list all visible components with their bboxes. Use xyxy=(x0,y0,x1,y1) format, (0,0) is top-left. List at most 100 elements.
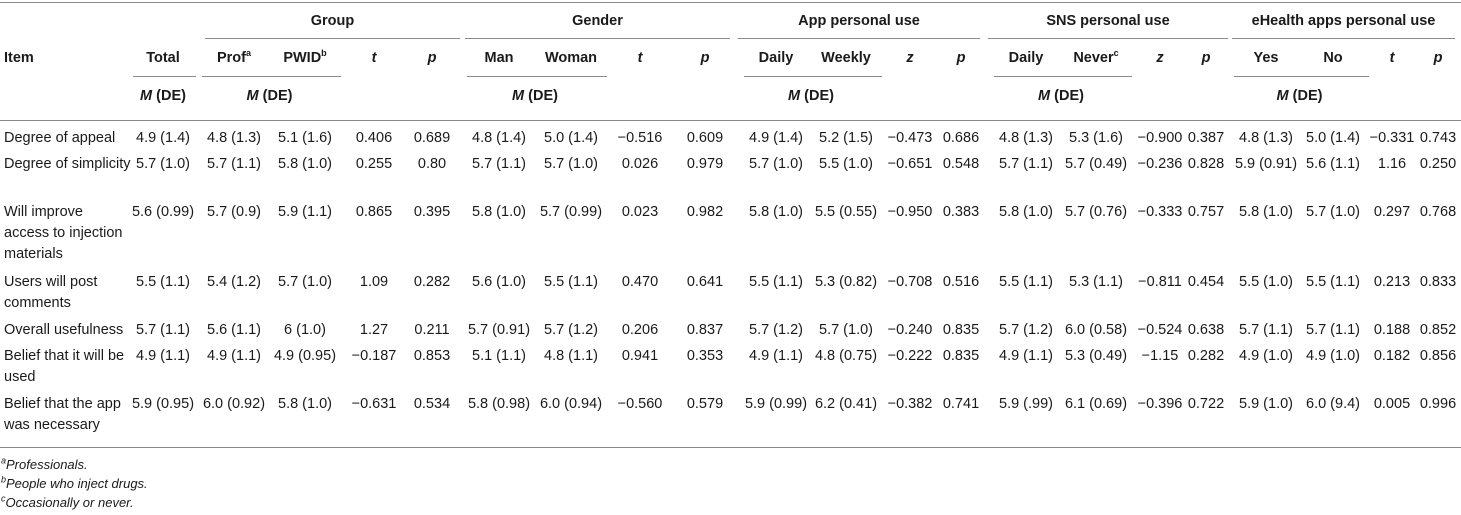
subcol-header-2-1: Weekly xyxy=(821,50,871,66)
mean-symbol: M xyxy=(1276,88,1289,104)
table-cell: −0.560 xyxy=(617,396,663,412)
footnote-text: Occasionally or never. xyxy=(5,495,134,510)
table-cell: 4.9 (1.0) xyxy=(1306,348,1360,364)
table-cell: 1.09 xyxy=(359,274,389,290)
total-underline xyxy=(133,76,196,77)
table-cell: 5.4 (1.2) xyxy=(207,274,261,290)
table-cell: −0.651 xyxy=(887,156,933,172)
table-cell: 0.853 xyxy=(413,348,451,364)
stat-header-1-1: t xyxy=(637,50,643,66)
subcol-header-1-1: Woman xyxy=(544,50,598,66)
table-cell: 0.406 xyxy=(355,130,393,146)
table-cell: −0.236 xyxy=(1137,156,1183,172)
table-cell: 5.7 (1.1) xyxy=(472,156,526,172)
table-cell: 5.7 (0.49) xyxy=(1064,156,1128,172)
md-header-0: M (DE) xyxy=(225,88,315,105)
footnote-text: People who inject drugs. xyxy=(6,476,148,491)
subcol-header-3-1: Neverc xyxy=(1073,48,1119,66)
table-cell: 5.0 (1.4) xyxy=(1306,130,1360,146)
table-cell: 0.395 xyxy=(413,204,451,220)
stat-header-4-1: t xyxy=(1389,50,1395,66)
table-cell: 4.8 (1.1) xyxy=(544,348,598,364)
table-cell: 5.7 (1.0) xyxy=(278,274,332,290)
table-cell: −0.524 xyxy=(1137,322,1183,338)
table-cell: −0.811 xyxy=(1138,274,1182,290)
table-cell: −0.900 xyxy=(1137,130,1183,146)
row-item-label: Users will post comments xyxy=(4,274,98,311)
subcol-header-0-0: Profa xyxy=(216,48,251,66)
table-cell: 6 (1.0) xyxy=(284,322,326,338)
table-cell: 0.470 xyxy=(621,274,659,290)
row-item-label: Degree of simplicity xyxy=(4,156,131,172)
stat-header-2-2: p xyxy=(956,50,966,66)
row-item-label: Belief that it will be used xyxy=(4,348,125,385)
sd-label: (DE) xyxy=(152,88,186,104)
table-cell: 0.023 xyxy=(621,204,659,220)
md-header-1: M (DE) xyxy=(490,88,580,105)
footnote: aProfessionals. xyxy=(1,456,88,473)
stat-header-4-2: p xyxy=(1433,50,1443,66)
group-header-4: eHealth apps personal use xyxy=(1251,13,1436,29)
mean-symbol: M xyxy=(246,88,259,104)
table-cell: 6.0 (0.92) xyxy=(202,396,266,412)
subcol-underline-3 xyxy=(994,76,1132,77)
stat-header-1-2: p xyxy=(700,50,710,66)
table-cell: 6.1 (0.69) xyxy=(1064,396,1128,412)
table-cell: 0.828 xyxy=(1187,156,1225,172)
table-cell: −0.240 xyxy=(887,322,933,338)
table-cell: −1.15 xyxy=(1141,348,1179,364)
table-cell: 0.188 xyxy=(1373,322,1411,338)
table-cell: 4.9 (1.1) xyxy=(136,348,190,364)
table-cell: 0.865 xyxy=(355,204,393,220)
row-item-label: Overall usefulness xyxy=(4,322,124,338)
table-cell: 0.689 xyxy=(413,130,451,146)
footnote-marker: c xyxy=(1113,48,1119,59)
table-cell: 5.5 (1.1) xyxy=(544,274,598,290)
table-cell: 5.7 (1.2) xyxy=(999,322,1053,338)
table-cell: 5.7 (1.0) xyxy=(136,156,190,172)
table-cell: 0.454 xyxy=(1187,274,1225,290)
table-cell: 0.638 xyxy=(1187,322,1225,338)
md-header-total: M (DE) xyxy=(118,88,208,105)
subcol-header-1-0: Man xyxy=(484,50,514,66)
sd-label: (DE) xyxy=(1288,88,1323,104)
table-cell: 0.387 xyxy=(1187,130,1225,146)
sd-label: (DE) xyxy=(800,88,834,104)
table-cell: 0.852 xyxy=(1419,322,1457,338)
table-cell: 0.255 xyxy=(355,156,393,172)
sd-label: (DE) xyxy=(258,88,293,104)
table-cell: 5.6 (1.1) xyxy=(207,322,261,338)
footnote-marker: a xyxy=(245,48,251,59)
table-cell: 4.9 (1.1) xyxy=(999,348,1053,364)
mean-symbol: M xyxy=(788,88,801,104)
item-header: Item xyxy=(4,50,34,66)
subcol-header-3-0: Daily xyxy=(1008,50,1044,66)
table-cell: 5.5 (1.0) xyxy=(819,156,873,172)
table-cell: 0.213 xyxy=(1373,274,1411,290)
table-cell: 0.982 xyxy=(686,204,724,220)
row-item-label: Will improve access to injection materia… xyxy=(4,204,123,262)
mean-symbol: M xyxy=(512,88,525,104)
table-cell: 4.9 (0.95) xyxy=(273,348,337,364)
group-underline-4 xyxy=(1232,38,1455,39)
table-cell: 5.1 (1.1) xyxy=(472,348,526,364)
sd-label: (DE) xyxy=(1050,88,1084,104)
footnote: bPeople who inject drugs. xyxy=(1,475,148,492)
table-cell: 0.741 xyxy=(942,396,980,412)
table-cell: 0.743 xyxy=(1419,130,1457,146)
header-bottom-rule xyxy=(0,120,1461,121)
table-cell: 0.757 xyxy=(1187,204,1225,220)
table-cell: 4.9 (1.1) xyxy=(207,348,261,364)
table-cell: 5.8 (1.0) xyxy=(999,204,1053,220)
table-cell: 5.6 (1.1) xyxy=(1306,156,1360,172)
table-cell: 5.7 (1.2) xyxy=(749,322,803,338)
table-cell: 4.9 (1.0) xyxy=(1239,348,1293,364)
table-cell: 0.297 xyxy=(1373,204,1411,220)
table-cell: 5.7 (1.0) xyxy=(1306,204,1360,220)
table-cell: 0.026 xyxy=(621,156,659,172)
table-cell: 0.833 xyxy=(1419,274,1457,290)
table-cell: 5.7 (0.76) xyxy=(1064,204,1128,220)
table-cell: −0.631 xyxy=(351,396,397,412)
table-cell: 6.0 (0.58) xyxy=(1064,322,1128,338)
table-cell: 5.0 (1.4) xyxy=(544,130,598,146)
